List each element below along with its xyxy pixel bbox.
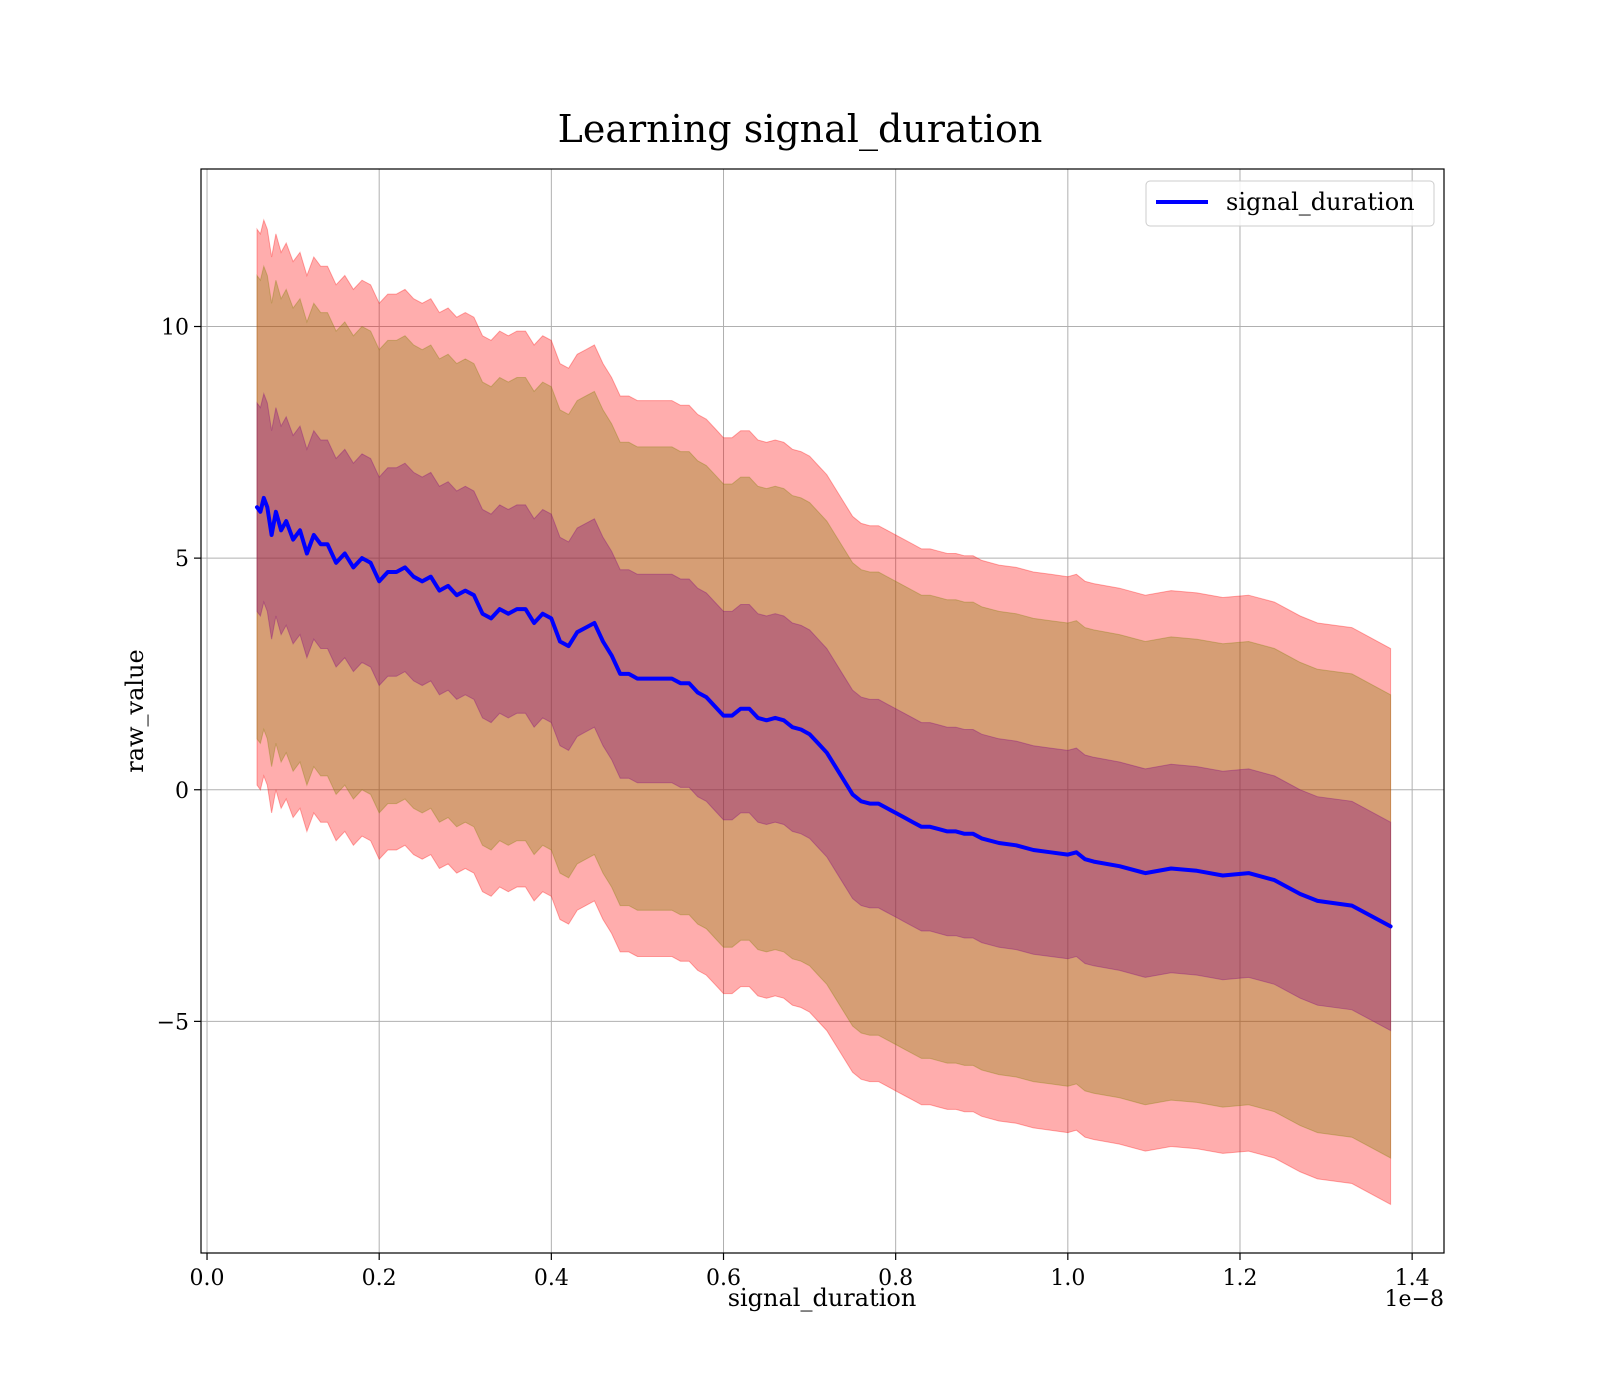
y-axis-ticks: −5 0 5 10 bbox=[157, 316, 201, 1035]
x-tick-label: 1.0 bbox=[1050, 1266, 1085, 1291]
x-tick-label: 0.8 bbox=[878, 1266, 913, 1291]
x-tick-label: 0.0 bbox=[190, 1266, 225, 1291]
grid bbox=[201, 169, 1444, 1253]
y-tick-label: 0 bbox=[175, 779, 189, 804]
chart-title: Learning signal_duration bbox=[558, 107, 1043, 152]
y-tick-label: −5 bbox=[157, 1010, 189, 1035]
x-tick-label: 0.4 bbox=[534, 1266, 569, 1291]
legend-box bbox=[1145, 180, 1435, 227]
band-2 bbox=[256, 264, 1392, 1159]
y-axis-label: raw_value bbox=[121, 649, 149, 773]
x-axis-offset-text: 1e−8 bbox=[1385, 1287, 1444, 1312]
y-tick-label: 10 bbox=[161, 316, 189, 341]
legend: signal_duration bbox=[1145, 180, 1435, 227]
series-line-signal-duration bbox=[255, 495, 1393, 929]
legend-label: signal_duration bbox=[1226, 188, 1415, 216]
x-tick-label: 0.6 bbox=[706, 1266, 741, 1291]
confidence-bands bbox=[256, 218, 1392, 1206]
x-axis-ticks: 0.0 0.2 0.4 0.6 0.8 1.0 1.2 1.4 bbox=[190, 1253, 1430, 1291]
x-tick-label: 1.2 bbox=[1222, 1266, 1257, 1291]
x-tick-label: 0.2 bbox=[362, 1266, 397, 1291]
plot-frame bbox=[200, 168, 1445, 1254]
band-1 bbox=[256, 218, 1392, 1206]
band-3 bbox=[256, 392, 1392, 1032]
y-tick-label: 5 bbox=[175, 547, 189, 572]
x-tick-label: 1.4 bbox=[1395, 1266, 1430, 1291]
x-axis-label: signal_duration bbox=[728, 1284, 917, 1312]
series-lines bbox=[255, 495, 1393, 929]
